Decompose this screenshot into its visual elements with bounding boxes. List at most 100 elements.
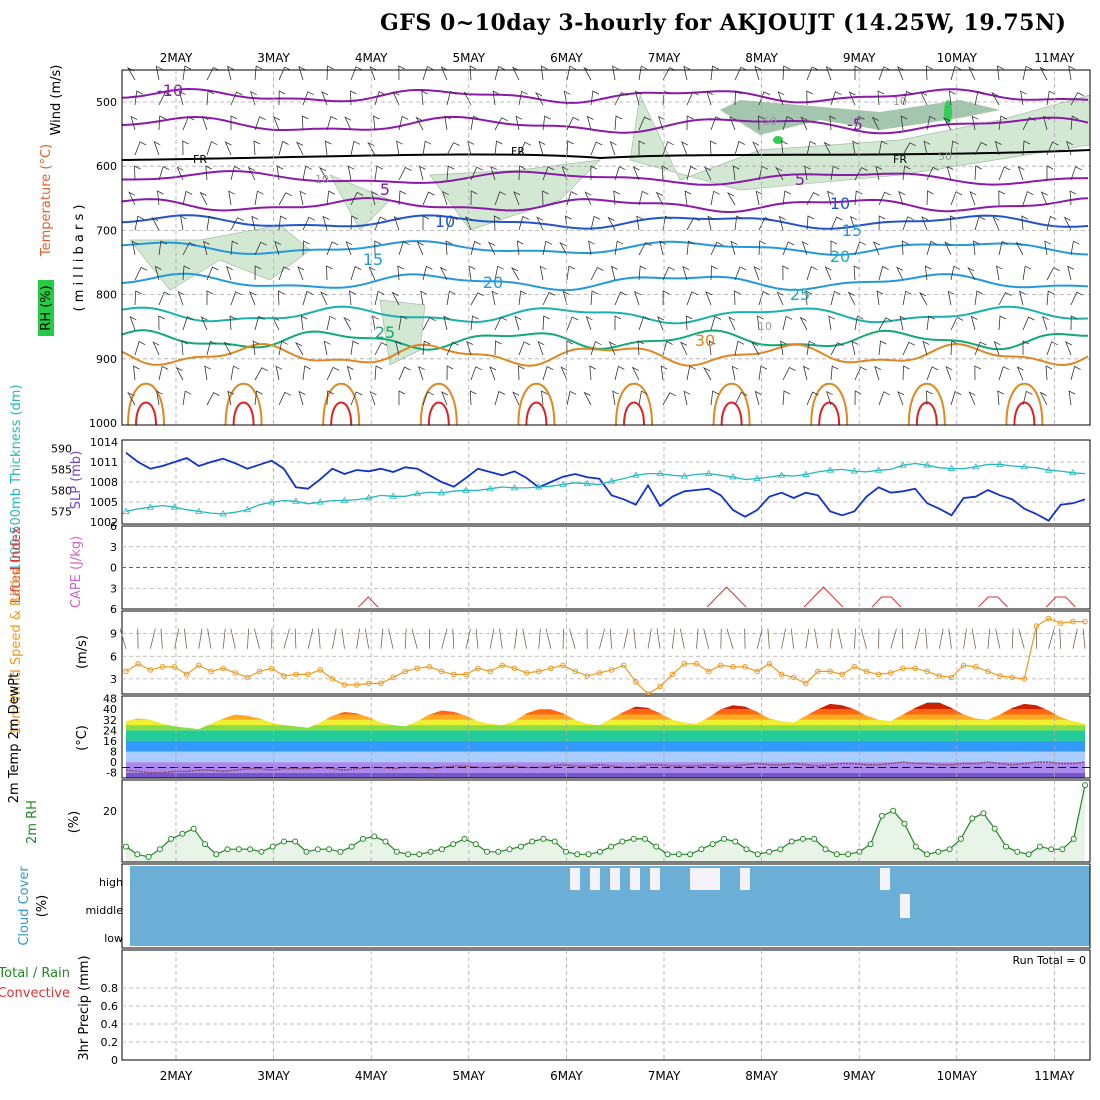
wind10m-point [353, 682, 360, 688]
slp-axis-label: SLP (mb) [69, 451, 84, 510]
temp-band [126, 714, 1085, 720]
wind10m-barb [562, 628, 565, 649]
wind-barb [439, 266, 448, 281]
temp-contour-5a [122, 170, 1089, 186]
wind-barb [829, 115, 836, 131]
wind-barb [350, 391, 363, 406]
wind-barb [878, 265, 889, 281]
wind-barb [391, 291, 400, 306]
wind10m-barb [790, 628, 795, 649]
wind10m-point [681, 661, 688, 667]
temp-contour-loop-inner [232, 401, 255, 426]
wind-barb [926, 115, 936, 131]
wind-barb [398, 166, 412, 181]
wind-barb [393, 216, 401, 231]
wind-barb [1068, 65, 1075, 81]
wind10m-barb [744, 628, 746, 649]
rh2m-area [126, 785, 1085, 862]
rh2m-tick-label: 20 [103, 805, 117, 818]
wind-barb [876, 290, 884, 306]
rh2m-point [382, 838, 389, 845]
wind-barb [590, 266, 604, 281]
wind-barb [997, 65, 1004, 81]
wind10m-point [378, 680, 384, 687]
rh2m-point [156, 846, 163, 853]
rh2m-point [788, 838, 795, 845]
wind-barb [925, 65, 933, 81]
wind-barb [223, 341, 232, 356]
wind-barb [944, 241, 952, 256]
wind10m-point [535, 668, 542, 675]
rh2m-point [630, 835, 637, 842]
rh2m-point [811, 835, 818, 842]
wind10m-point [256, 668, 263, 675]
wind-barb [374, 341, 388, 356]
wind-barb [1039, 66, 1048, 81]
wind-barb [494, 390, 506, 406]
wind-barb [638, 390, 648, 406]
wind10m-point [669, 671, 676, 678]
wind-barb [490, 165, 498, 181]
rh-shading-region [329, 174, 391, 231]
wind-barb [614, 91, 628, 106]
day-label-bottom: 8MAY [745, 1069, 778, 1083]
wind-barb [278, 391, 292, 406]
wind-barb [878, 66, 890, 81]
wind-barb [299, 190, 307, 206]
wind-barb [902, 365, 910, 381]
wind-barb [662, 340, 673, 356]
wind-barb [158, 365, 169, 381]
wind-barb [878, 215, 886, 231]
temp2m-axis-label: 2m Temp 2m DewPt [7, 673, 22, 804]
wind-barb [1046, 290, 1055, 306]
rh2m-point [427, 848, 434, 855]
wind-barb [465, 216, 472, 231]
wind10m-point [596, 670, 603, 676]
rh2m-point [551, 838, 558, 845]
wind-barb [254, 116, 266, 131]
wind-barb [398, 366, 411, 381]
wind-barb [302, 216, 316, 231]
wind-barb [374, 165, 384, 181]
wind-barb [1046, 165, 1054, 180]
rh2m-point [878, 812, 885, 819]
rh2m-point [416, 851, 423, 858]
wind10m-barb [1018, 628, 1025, 649]
wind10m-barb [938, 628, 944, 649]
wind-barb [878, 391, 890, 406]
rh2m-point [608, 843, 615, 850]
wind10m-point [960, 662, 967, 669]
li-line [803, 586, 844, 608]
wind10m-barb [489, 628, 495, 649]
rh2m-point [123, 843, 129, 850]
rh2m-point [247, 846, 254, 853]
wind-barb [182, 316, 194, 331]
wind-barb [950, 340, 958, 356]
wind-barb [782, 190, 792, 206]
wind-barb [686, 365, 696, 381]
thickness-point [292, 497, 300, 504]
wind-barb [681, 141, 688, 156]
wind-barb [518, 290, 527, 306]
thickness-tick-label: 590 [51, 442, 72, 455]
wind10m-point [414, 665, 421, 672]
wind-barb [158, 240, 168, 256]
wind-barb [758, 91, 771, 106]
wind-barb [686, 165, 697, 181]
wind-barb [253, 140, 261, 156]
wind10m-point [487, 668, 494, 675]
wind-barb [1043, 115, 1050, 131]
wind-barb [230, 217, 244, 231]
wind-barb [734, 290, 741, 306]
wind-barb [300, 315, 308, 331]
wind10m-barb [388, 628, 394, 649]
wind-barb [205, 165, 212, 181]
wind10m-point [171, 664, 178, 670]
wind10m-barb [890, 628, 897, 649]
wind-barb [542, 291, 556, 306]
wind-barb [782, 315, 793, 331]
wind-barb [806, 90, 813, 106]
wind10m-point [730, 664, 736, 670]
wind-barb [542, 115, 551, 131]
